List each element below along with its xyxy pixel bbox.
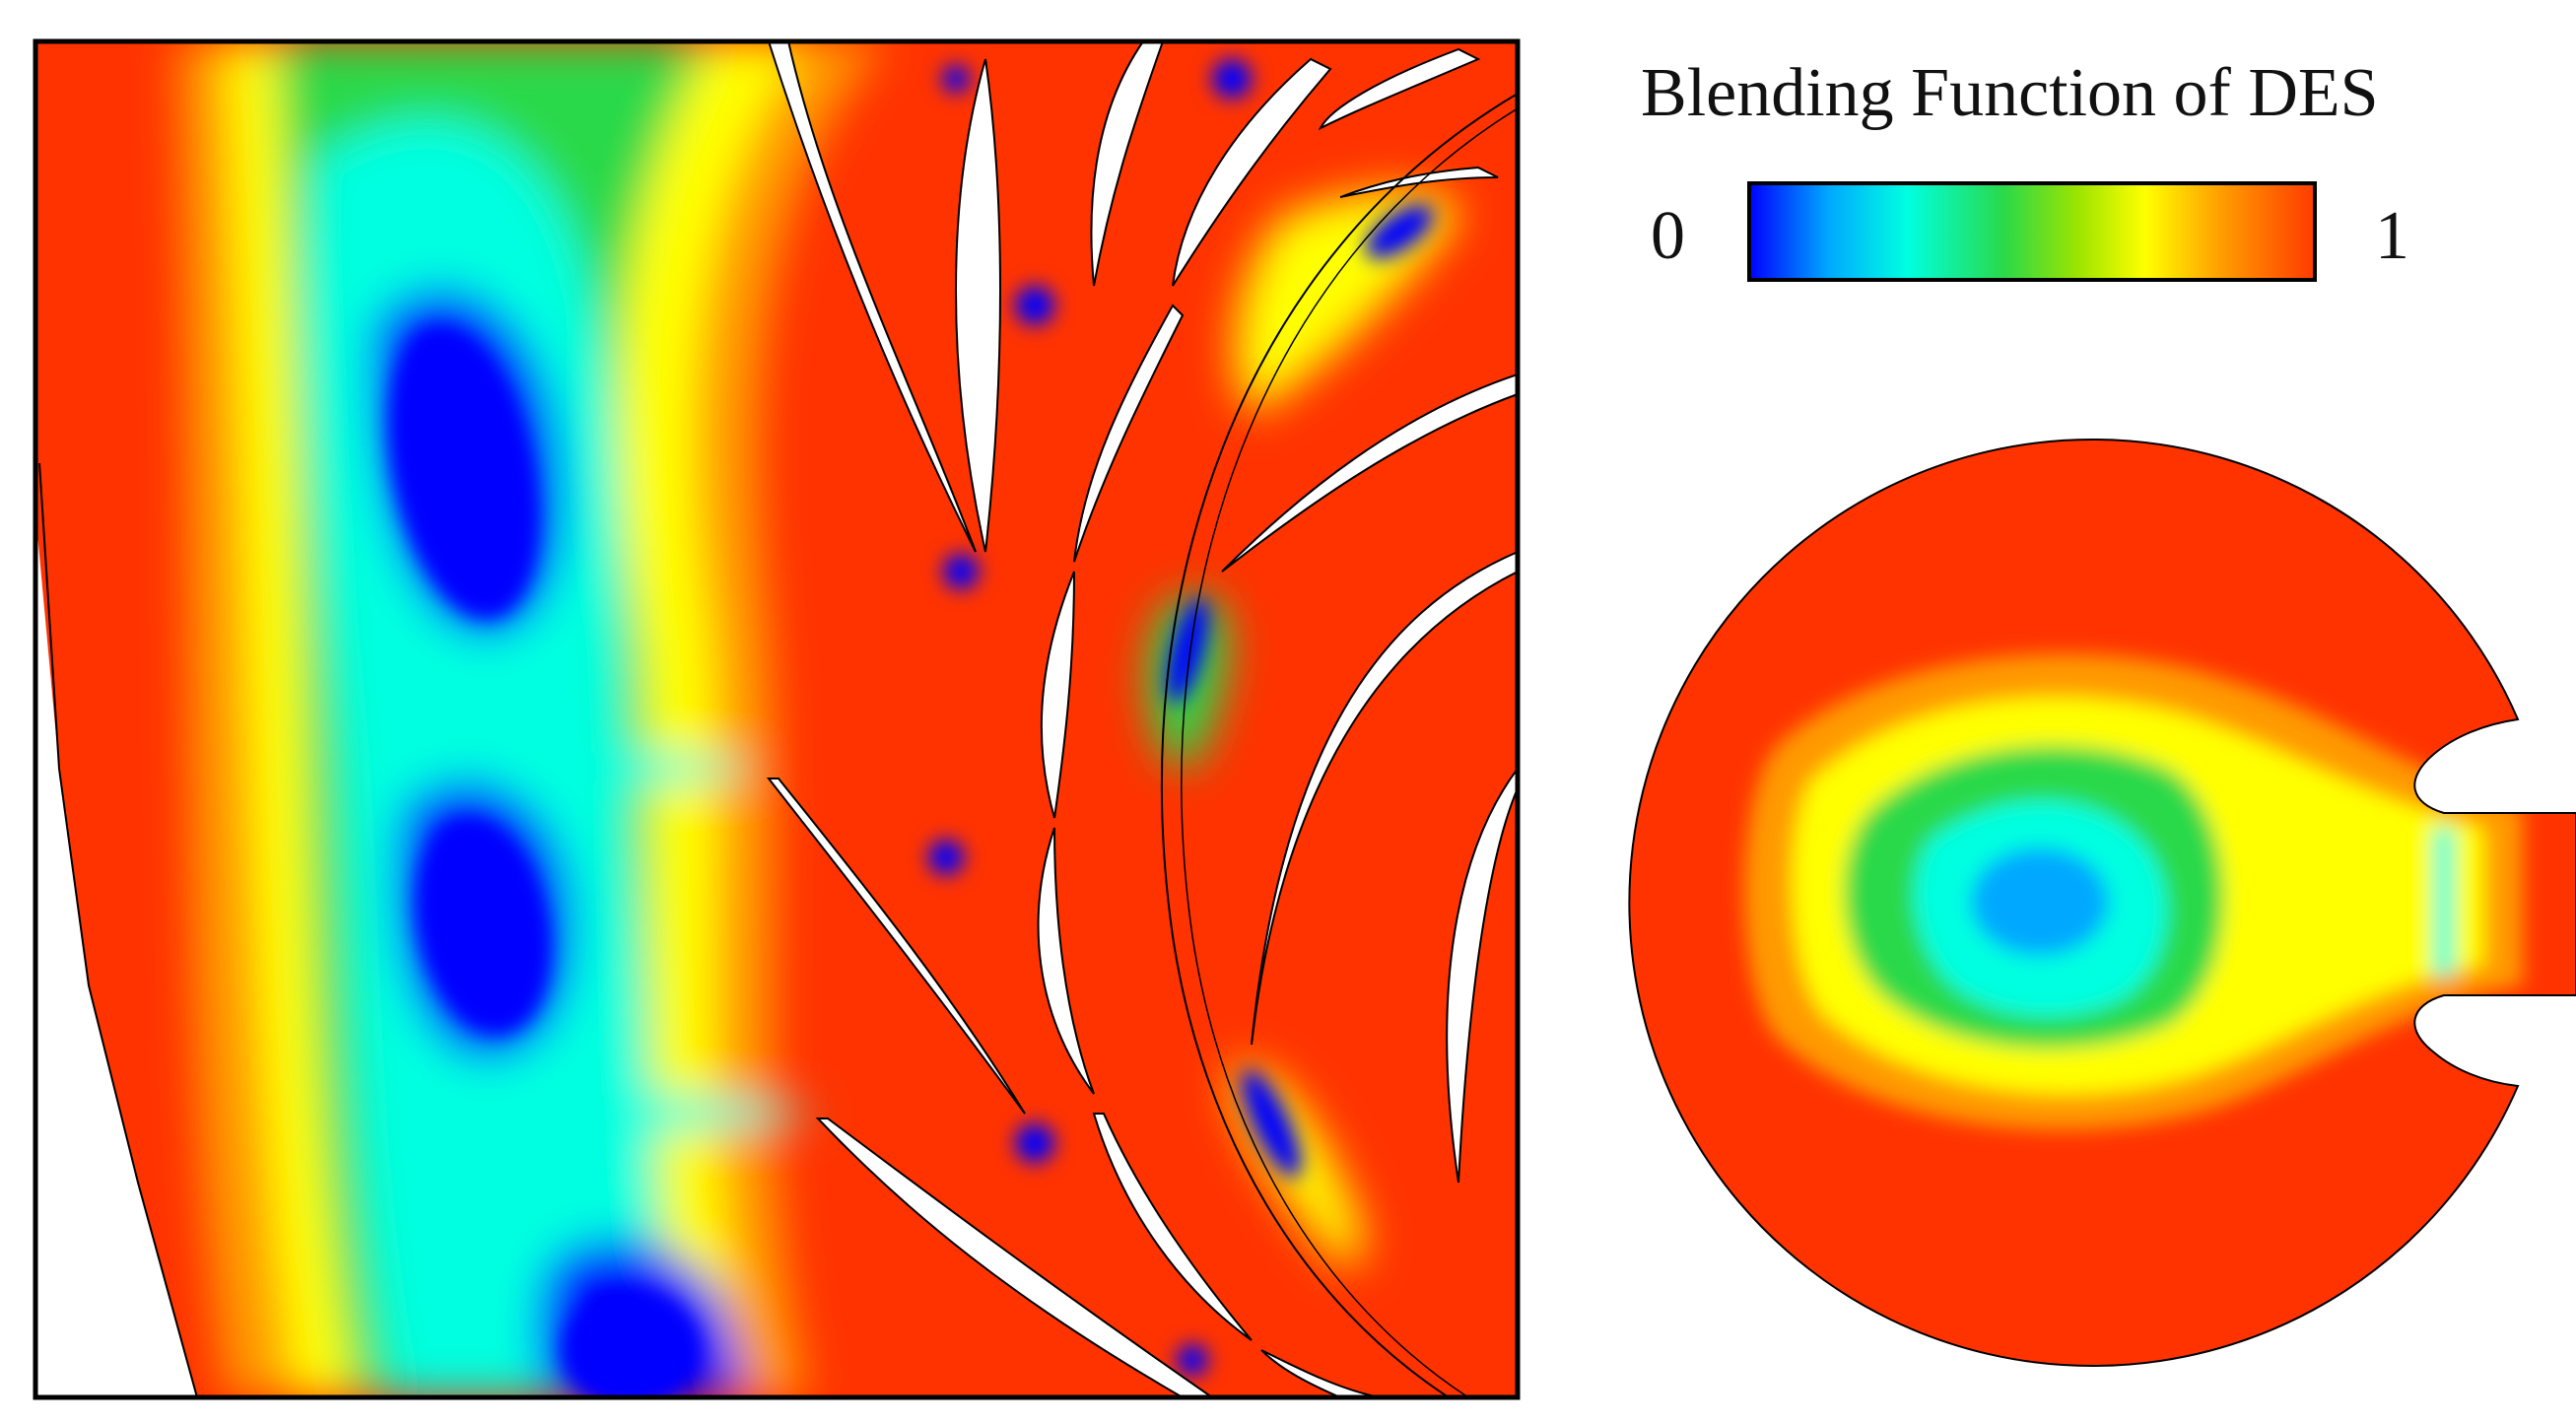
vane (955, 58, 1001, 553)
contour-blue (1212, 59, 1252, 99)
right-contour-panel (1628, 439, 2576, 1367)
contour-cyan (611, 1094, 808, 1133)
colorbar (1747, 181, 2317, 282)
vortex-cores (388, 59, 1434, 1397)
legend-max-label: 1 (2375, 198, 2409, 274)
outside-domain (35, 41, 197, 1397)
vane (1318, 47, 1481, 131)
runner-interface-line-inner (1181, 107, 1518, 1397)
contour-blue (388, 327, 538, 619)
vane (815, 1118, 1214, 1397)
contour-blue (942, 65, 970, 93)
disk-contours (1744, 653, 2523, 1130)
runner-blade (1251, 550, 1518, 1046)
runner-blade (1221, 373, 1518, 573)
contour-blue (1241, 1069, 1302, 1178)
left-panel-frame (33, 38, 1521, 1400)
runner-blade (1446, 767, 1518, 1184)
runner-interface-line (1160, 93, 1518, 1397)
domain-boundary (38, 462, 198, 1397)
legend-min-label: 0 (1651, 198, 1685, 274)
contour-blue (943, 554, 979, 589)
contour-blue (1365, 204, 1434, 259)
vane (1092, 1113, 1253, 1341)
contour-blue (416, 819, 550, 1034)
contour-yellow (2267, 843, 2464, 961)
contour-cyan (591, 749, 749, 788)
vane (1073, 304, 1185, 563)
contour-blue (1177, 1344, 1208, 1376)
contour-blue (1166, 597, 1209, 704)
contour-blue (1015, 286, 1054, 325)
vane (766, 778, 1026, 1115)
guide-vanes (766, 41, 1518, 1397)
left-contour-panel (35, 41, 1518, 1397)
disk-outline (1628, 439, 2576, 1367)
vane (1040, 571, 1075, 819)
contour-cyan (2434, 828, 2454, 976)
contour-blue (928, 840, 964, 875)
contour-blue (562, 1291, 700, 1397)
vane (1172, 57, 1332, 287)
legend-title: Blending Function of DES (1641, 55, 2379, 131)
vane (1037, 827, 1095, 1095)
contour-blue (1015, 1123, 1054, 1163)
vane (767, 41, 977, 553)
vane (1090, 41, 1165, 287)
contour-cyan-deep (1971, 848, 2109, 956)
